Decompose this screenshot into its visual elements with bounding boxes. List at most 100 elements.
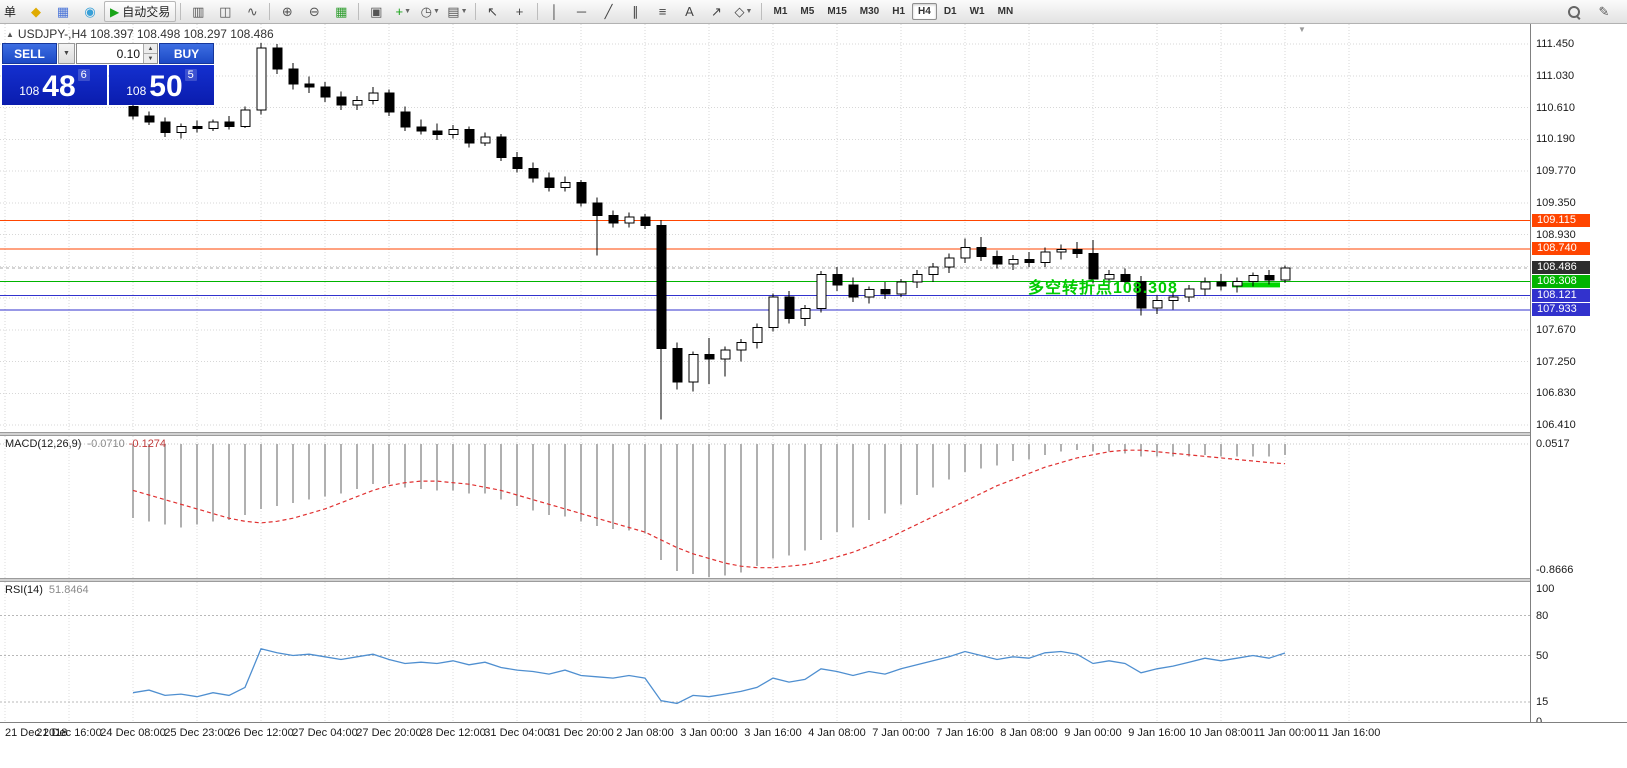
time-axis-label: 9 Jan 16:00	[1128, 727, 1186, 739]
timeframe-button-D1[interactable]: D1	[943, 6, 957, 17]
price-axis-label: 107.670	[1536, 323, 1576, 336]
bar-chart-icon[interactable]: ▥	[185, 1, 211, 22]
volume-field[interactable]: 0.10 ▲ ▼	[76, 43, 158, 64]
fibonacci-icon-glyph: ≡	[658, 4, 667, 19]
cursor-icon[interactable]: ↖	[480, 1, 506, 22]
time-axis-label: 25 Dec 23:00	[164, 727, 230, 739]
time-axis-label: 31 Dec 20:00	[548, 727, 614, 739]
toolbar-separator	[358, 3, 360, 20]
macd-axis-label: 0.0517	[1536, 438, 1570, 450]
shapes-icon-glyph: ◇	[734, 3, 745, 19]
grid-icon-glyph: ▦	[335, 3, 348, 19]
market-watch-icon-glyph: ▦	[56, 3, 70, 19]
timeframe-button-W1[interactable]: W1	[969, 6, 985, 17]
grid-icon[interactable]: ▦	[328, 1, 354, 22]
timeframe-button-MN[interactable]: MN	[997, 6, 1014, 17]
timeframe-button-M1[interactable]: M1	[773, 6, 788, 17]
vertical-line-icon[interactable]: │	[542, 1, 568, 22]
arrows-icon-glyph: ↗	[711, 3, 722, 19]
one-click-trading-toggle[interactable]: ▲	[6, 29, 14, 39]
bar-chart-icon-glyph: ▥	[192, 3, 205, 19]
candlestick-chart-icon-glyph: ◫	[219, 3, 232, 19]
periods-icon[interactable]: ◷ ▼	[417, 1, 443, 22]
volume-value[interactable]: 0.10	[116, 46, 140, 61]
time-axis-label: 2 Jan 08:00	[616, 727, 674, 739]
time-axis-label: 21 Dec 16:00	[36, 727, 102, 739]
macd-axis-label: -0.8666	[1536, 564, 1574, 576]
time-axis[interactable]: 21 Dec 2018 21 Dec 16:00 24 Dec 08:00 25 De…	[0, 722, 1627, 746]
rsi-axis-label: 80	[1536, 609, 1549, 622]
horizontal-line-icon[interactable]: ─	[569, 1, 595, 22]
buy-price-point: 5	[184, 69, 197, 81]
timeframe-button-H4[interactable]: H4	[912, 3, 937, 20]
price-axis-label: 111.450	[1536, 38, 1575, 50]
trendline-icon[interactable]: ╱	[596, 1, 622, 22]
buy-button[interactable]: BUY	[159, 43, 214, 64]
toolbar-separator	[269, 3, 271, 20]
fibonacci-icon[interactable]: ≡	[650, 1, 676, 22]
panel-splitter[interactable]	[0, 578, 1627, 582]
price-axis-label: 107.250	[1536, 355, 1576, 368]
indicators-icon[interactable]: + ▼	[390, 1, 416, 22]
buy-price-pips: 50	[149, 70, 183, 103]
toolbar-separator	[536, 3, 538, 20]
time-axis-label: 9 Jan 00:00	[1064, 727, 1122, 739]
macd-value-main: -0.0710	[87, 438, 125, 450]
search-icon[interactable]	[1561, 1, 1587, 22]
timeframe-button-H1[interactable]: H1	[892, 6, 906, 17]
zoom-out-icon[interactable]: ⊖	[301, 1, 327, 22]
price-level-badge: 108.740	[1532, 241, 1590, 255]
new-order-icon[interactable]: ◆	[23, 1, 49, 22]
chart-canvas[interactable]: ▲ USDJPY-,H4 108.397 108.498 108.297 108…	[0, 24, 1530, 432]
price-level-badge: 108.121	[1532, 288, 1590, 302]
price-level-badge: 108.308	[1532, 274, 1590, 288]
volume-increase-button[interactable]: ▲	[144, 44, 157, 53]
rsi-panel[interactable]: RSI(14) 51.8464	[0, 582, 1530, 722]
navigator-icon-glyph: ◉	[84, 3, 96, 19]
price-axis-label: 110.190	[1536, 133, 1575, 146]
macd-panel[interactable]: MACD(12,26,9) -0.0710 -0.1274	[0, 436, 1530, 578]
text-icon[interactable]: A	[677, 1, 703, 22]
chart-annotation-text[interactable]: 多空转折点108.308	[1028, 280, 1178, 297]
toolbar-separator	[180, 3, 182, 20]
timeframe-button-M30[interactable]: M30	[859, 6, 880, 17]
buy-price-button[interactable]: 108 50 5	[109, 65, 214, 105]
cursor-icon-glyph: ↖	[487, 3, 498, 19]
tile-windows-icon-glyph: ▣	[370, 3, 383, 19]
market-watch-icon[interactable]: ▦	[50, 1, 76, 22]
line-chart-icon[interactable]: ∿	[239, 1, 265, 22]
tile-windows-icon[interactable]: ▣	[363, 1, 389, 22]
timeframe-button-M15[interactable]: M15	[827, 6, 847, 17]
sell-price-pips: 48	[42, 70, 76, 103]
channel-icon[interactable]: ∥	[623, 1, 649, 22]
volume-decrease-button[interactable]: ▼	[144, 53, 157, 63]
templates-icon[interactable]: ▤ ▼	[444, 1, 470, 22]
zoom-in-icon[interactable]: ⊕	[274, 1, 300, 22]
window-menu[interactable]: 单	[4, 5, 17, 19]
shapes-icon[interactable]: ◇ ▼	[731, 1, 757, 22]
sell-price-button[interactable]: 108 48 6	[2, 65, 107, 105]
crosshair-icon[interactable]: +	[507, 1, 533, 22]
macd-value-signal: -0.1274	[128, 438, 167, 450]
autotrading-button[interactable]: ▶ 自动交易	[104, 1, 177, 22]
timeframe-button-M5[interactable]: M5	[800, 6, 815, 17]
price-axis[interactable]: 111.450 111.030 110.610 110.190 109.770 109.3…	[1530, 24, 1627, 728]
time-axis-label: 26 Dec 12:00	[228, 727, 294, 739]
panel-splitter[interactable]	[0, 432, 1627, 436]
volume-dropdown-button[interactable]: ▼	[58, 43, 75, 64]
rsi-name: RSI(14)	[5, 584, 43, 596]
toolbar-separator	[760, 3, 762, 20]
vertical-line-icon-glyph: │	[550, 4, 559, 19]
sell-button[interactable]: SELL	[2, 43, 57, 64]
arrows-icon[interactable]: ↗	[704, 1, 730, 22]
candlestick-chart-icon[interactable]: ◫	[212, 1, 238, 22]
autotrading-label: 自动交易	[122, 5, 171, 19]
toolbar-separator	[474, 3, 476, 20]
price-axis-label: 109.350	[1536, 196, 1576, 209]
chart-shift-marker[interactable]: ▼	[1298, 25, 1306, 34]
time-axis-label: 7 Jan 16:00	[936, 727, 994, 739]
magnifier-glyph	[1567, 5, 1581, 20]
pencil-icon[interactable]: ✎	[1598, 3, 1610, 19]
navigator-icon[interactable]: ◉	[77, 1, 103, 22]
time-axis-label: 7 Jan 00:00	[872, 727, 930, 739]
